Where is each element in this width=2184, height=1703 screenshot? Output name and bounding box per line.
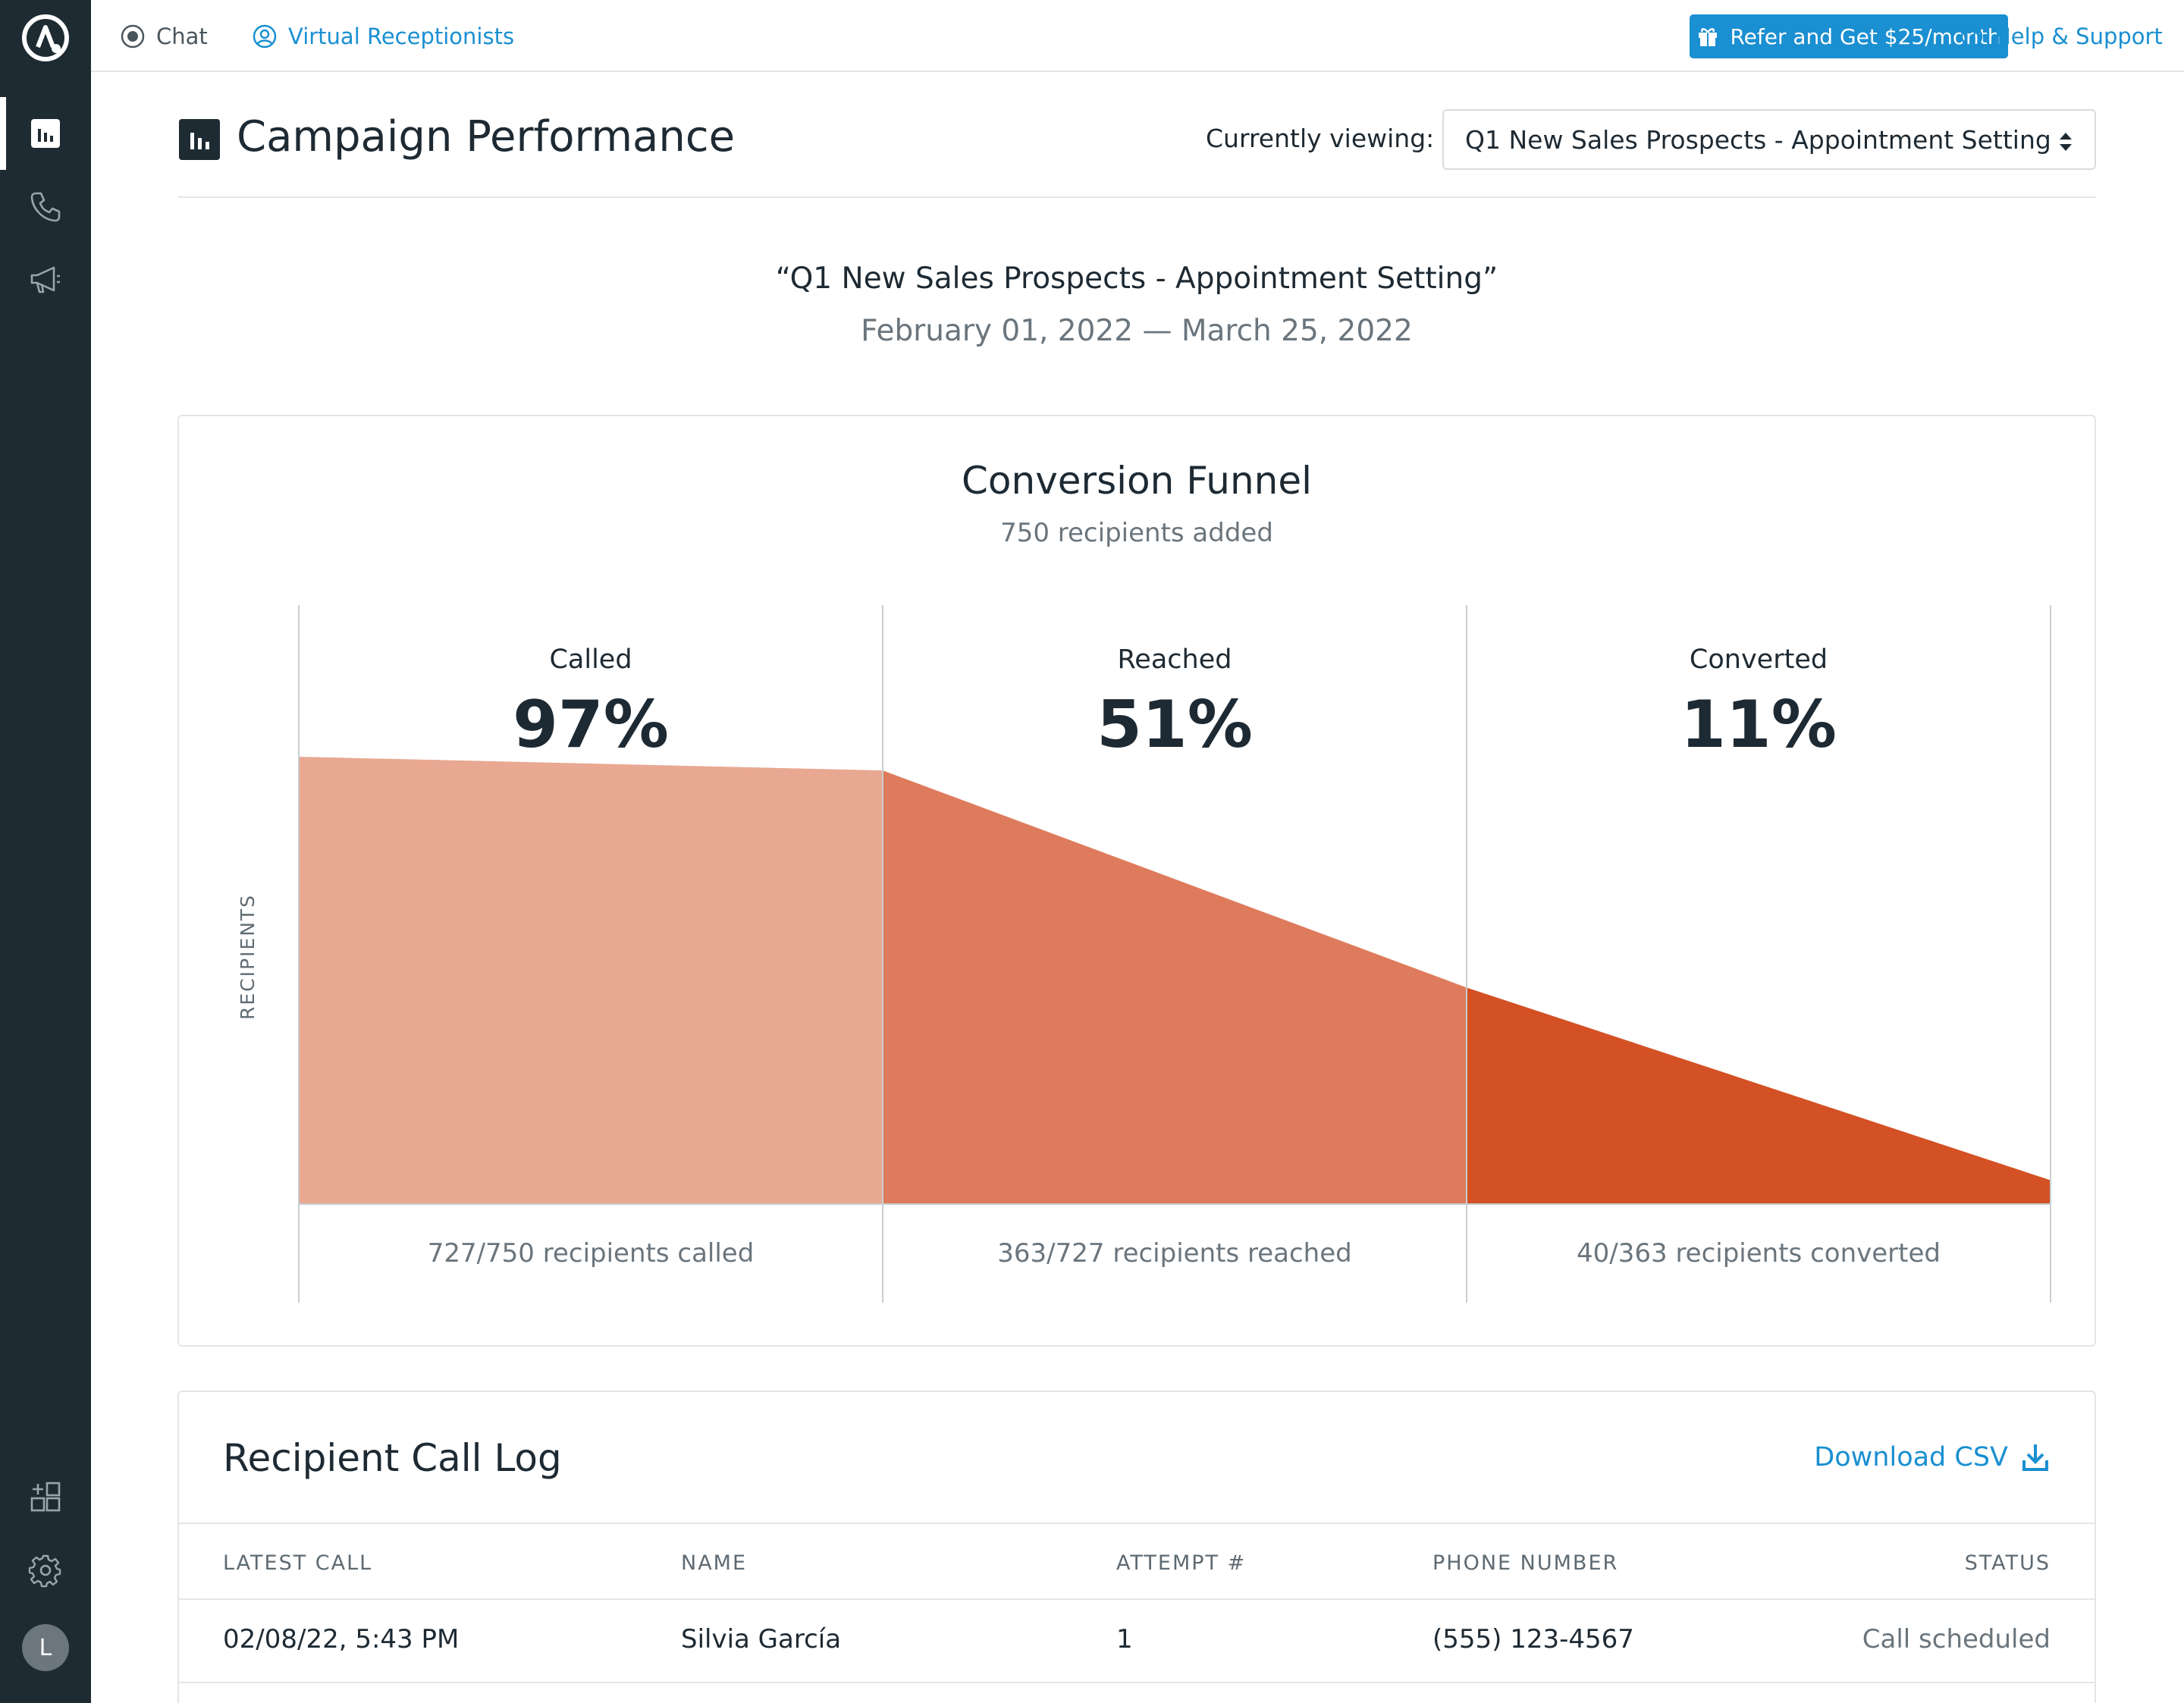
sidebar-item-calls[interactable]: [0, 170, 91, 243]
table-row-divider: [179, 1682, 2095, 1683]
megaphone-icon: [30, 266, 60, 293]
header-divider: [177, 196, 2096, 198]
campaign-select[interactable]: Q1 New Sales Prospects - Appointment Set…: [1442, 109, 2096, 170]
funnel-subtitle: 750 recipients added: [1000, 518, 1273, 548]
funnel-stage-percent: 97%: [513, 687, 669, 763]
funnel-stage-percent: 11%: [1680, 687, 1837, 763]
funnel-stage-percent: 51%: [1097, 687, 1253, 763]
name-cell: Silvia García: [681, 1624, 842, 1654]
conversion-funnel-chart: RECIPIENTS Called 97% 727/750 recipients c…: [237, 605, 2051, 1303]
sidebar-item-settings[interactable]: [0, 1534, 91, 1607]
column-header-name[interactable]: NAME: [681, 1551, 748, 1575]
latest-call-cell: 02/08/22, 5:43 PM: [223, 1624, 460, 1654]
gear-icon: [28, 1554, 61, 1588]
funnel-stage-label: Converted: [1690, 645, 1828, 675]
headset-icon: [253, 24, 277, 48]
campaign-name: “Q1 New Sales Prospects - Appointment Se…: [775, 262, 1498, 296]
download-icon: [2022, 1444, 2048, 1471]
help-circle-icon: [1960, 25, 1983, 47]
funnel-stage-caption: 727/750 recipients called: [428, 1238, 755, 1269]
bar-chart-icon: [31, 119, 60, 148]
download-csv-link[interactable]: Download CSV: [1814, 1442, 2049, 1472]
refer-button-label: Refer and Get $25/month: [1730, 24, 2001, 49]
refer-button[interactable]: Refer and Get $25/month: [1690, 14, 2008, 58]
funnel-stage-area-reached: [883, 770, 1467, 1204]
funnel-stage-label: Reached: [1118, 645, 1232, 675]
help-support-link[interactable]: Help & Support: [1960, 0, 2163, 72]
funnel-title: Conversion Funnel: [962, 459, 1312, 503]
column-header-latest-call[interactable]: LATEST CALL: [223, 1551, 373, 1575]
sidebar: L: [0, 0, 91, 1703]
funnel-stage-area-converted: [1467, 987, 2051, 1204]
table-header-divider: [179, 1598, 2095, 1600]
virtual-receptionists-label: Virtual Receptionists: [288, 23, 515, 49]
gift-icon: [1699, 28, 1718, 46]
virtual-receptionists-link[interactable]: Virtual Receptionists: [252, 0, 514, 72]
sidebar-item-campaigns[interactable]: [0, 243, 91, 315]
call-log-title: Recipient Call Log: [223, 1436, 562, 1480]
sidebar-item-analytics[interactable]: [0, 97, 91, 170]
phone-cell: (555) 123-4567: [1432, 1624, 1634, 1654]
funnel-stage-area-called: [299, 757, 883, 1204]
chat-link[interactable]: Chat: [120, 0, 208, 72]
help-support-label: Help & Support: [1994, 23, 2163, 49]
download-csv-label: Download CSV: [1814, 1442, 2008, 1472]
sidebar-item-integrations[interactable]: [0, 1461, 91, 1534]
currently-viewing-label: Currently viewing:: [1206, 124, 1435, 153]
status-cell: Call scheduled: [1862, 1624, 2051, 1654]
top-bar: Chat Virtual Receptionists Refer and Get…: [91, 0, 2184, 72]
y-axis-label: RECIPIENTS: [237, 894, 259, 1020]
funnel-stage-caption: 363/727 recipients reached: [997, 1238, 1351, 1269]
campaign-select-value: Q1 New Sales Prospects - Appointment Set…: [1465, 124, 2051, 155]
chat-link-label: Chat: [156, 23, 208, 49]
funnel-stage-label: Called: [549, 645, 632, 675]
app-logo-icon[interactable]: [21, 14, 70, 62]
campaign-performance-icon: [179, 119, 220, 160]
recipient-call-log-card: Recipient Call Log Download CSV LATEST C…: [177, 1391, 2096, 1703]
column-header-status[interactable]: STATUS: [1964, 1551, 2051, 1575]
attempt-cell: 1: [1116, 1624, 1133, 1654]
column-header-phone[interactable]: PHONE NUMBER: [1432, 1551, 1619, 1575]
page-title: Campaign Performance: [237, 112, 736, 162]
add-widgets-icon: [30, 1482, 61, 1512]
avatar[interactable]: L: [22, 1624, 69, 1671]
funnel-stage-caption: 40/363 recipients converted: [1577, 1238, 1941, 1269]
chat-bubble-icon: [121, 24, 145, 48]
conversion-funnel-card: Conversion Funnel 750 recipients added R…: [177, 415, 2096, 1347]
phone-icon: [30, 192, 61, 222]
call-log-header-divider: [179, 1523, 2095, 1524]
campaign-date-range: February 01, 2022 — March 25, 2022: [861, 314, 1413, 348]
sort-arrows-icon: [2060, 133, 2072, 151]
column-header-attempt[interactable]: ATTEMPT #: [1116, 1551, 1247, 1575]
